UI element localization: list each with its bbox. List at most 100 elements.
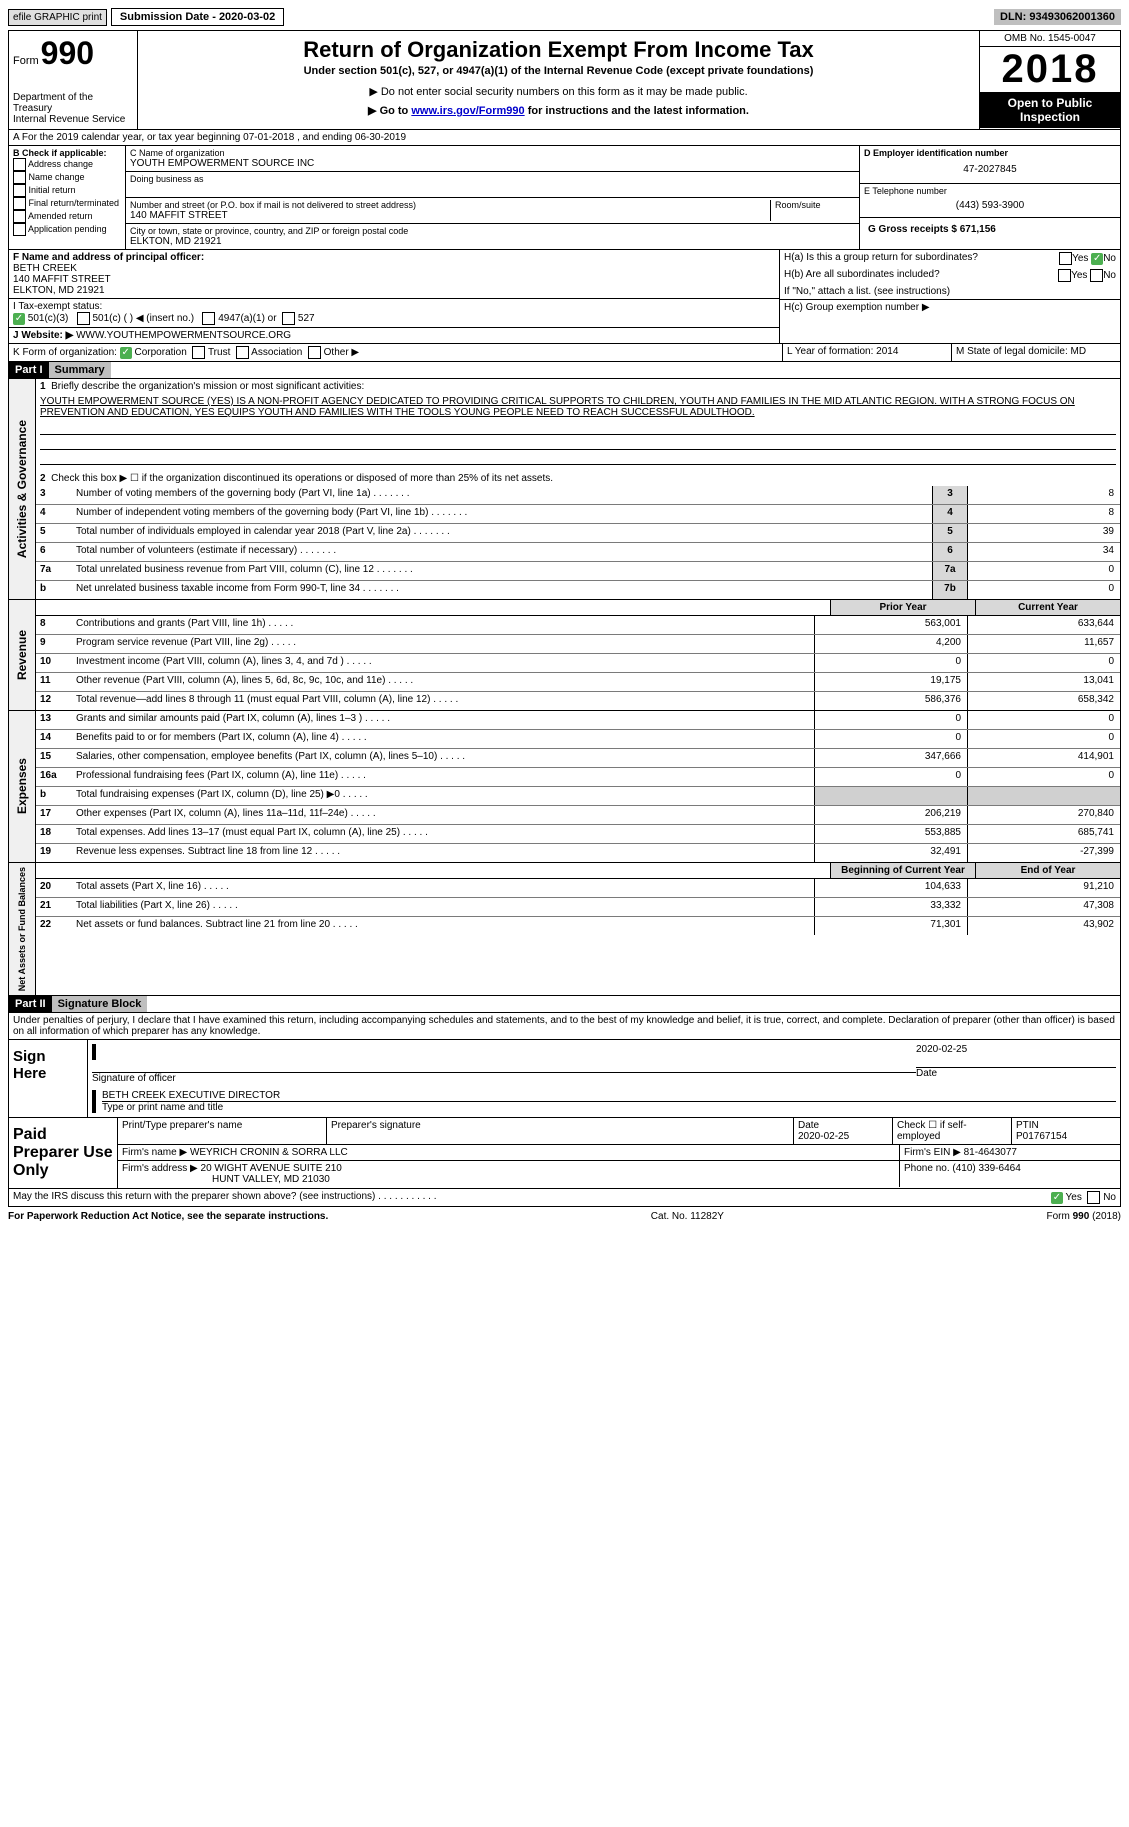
firm-addr2: HUNT VALLEY, MD 21030 xyxy=(212,1174,330,1185)
line-22: 22 Net assets or fund balances. Subtract… xyxy=(36,917,1120,935)
submission-date: Submission Date - 2020-03-02 xyxy=(111,8,284,26)
mission-label: Briefly describe the organization's miss… xyxy=(51,381,364,392)
form-org-label: K Form of organization: xyxy=(13,347,117,358)
sig-officer-label: Signature of officer xyxy=(92,1073,916,1084)
prior-year-header: Prior Year xyxy=(830,600,975,615)
line-8: 8 Contributions and grants (Part VIII, l… xyxy=(36,616,1120,635)
gross-receipts: G Gross receipts $ 671,156 xyxy=(864,220,1116,239)
ein-value: 47-2027845 xyxy=(864,158,1116,181)
self-employed-check: Check ☐ if self-employed xyxy=(893,1118,1012,1144)
check-501c3: ✓ xyxy=(13,313,25,325)
check-amended[interactable]: Amended return xyxy=(13,210,121,223)
hb-label: H(b) Are all subordinates included? xyxy=(784,269,1058,282)
line-17: 17 Other expenses (Part IX, column (A), … xyxy=(36,806,1120,825)
check-initial[interactable]: Initial return xyxy=(13,184,121,197)
subtitle-1: Under section 501(c), 527, or 4947(a)(1)… xyxy=(146,65,971,77)
part2-title: Signature Block xyxy=(52,996,148,1012)
mission-text: YOUTH EMPOWERMENT SOURCE (YES) IS A NON-… xyxy=(36,394,1120,420)
officer-printed-name: BETH CREEK EXECUTIVE DIRECTOR xyxy=(102,1090,1116,1101)
efile-box: efile GRAPHIC print xyxy=(8,9,107,26)
street-label: Number and street (or P.O. box if mail i… xyxy=(130,200,770,210)
current-year-header: Current Year xyxy=(975,600,1120,615)
gov-line-4: 4 Number of independent voting members o… xyxy=(36,505,1120,524)
date-label: Date xyxy=(916,1068,937,1079)
part2-label: Part II xyxy=(9,996,52,1012)
gov-line-7a: 7a Total unrelated business revenue from… xyxy=(36,562,1120,581)
room-label: Room/suite xyxy=(775,200,855,210)
preparer-print-label: Print/Type preparer's name xyxy=(118,1118,327,1144)
city-value: ELKTON, MD 21921 xyxy=(130,236,855,247)
preparer-sig-label: Preparer's signature xyxy=(327,1118,794,1144)
ha-no-check: ✓ xyxy=(1091,253,1103,265)
line-21: 21 Total liabilities (Part X, line 26) .… xyxy=(36,898,1120,917)
check-name[interactable]: Name change xyxy=(13,171,121,184)
form-title: Return of Organization Exempt From Incom… xyxy=(146,37,971,63)
irs-label: Internal Revenue Service xyxy=(13,114,133,125)
form-number: 990 xyxy=(41,35,94,72)
gov-line-6: 6 Total number of volunteers (estimate i… xyxy=(36,543,1120,562)
section-b-header: B Check if applicable: xyxy=(13,148,121,158)
line2-text: Check this box ▶ ☐ if the organization d… xyxy=(51,473,553,484)
gov-line-b: b Net unrelated business taxable income … xyxy=(36,581,1120,599)
line-10: 10 Investment income (Part VIII, column … xyxy=(36,654,1120,673)
preparer-date: 2020-02-25 xyxy=(798,1131,849,1142)
line-19: 19 Revenue less expenses. Subtract line … xyxy=(36,844,1120,862)
end-year-header: End of Year xyxy=(975,863,1120,878)
check-pending[interactable]: Application pending xyxy=(13,223,121,236)
sign-here-label: Sign Here xyxy=(9,1040,88,1117)
netassets-label: Net Assets or Fund Balances xyxy=(15,863,29,995)
line-9: 9 Program service revenue (Part VIII, li… xyxy=(36,635,1120,654)
line-11: 11 Other revenue (Part VIII, column (A),… xyxy=(36,673,1120,692)
discuss-text: May the IRS discuss this return with the… xyxy=(13,1191,1051,1204)
firm-ein: 81-4643077 xyxy=(964,1147,1017,1158)
subtitle-2: ▶ Do not enter social security numbers o… xyxy=(146,85,971,98)
irs-link[interactable]: www.irs.gov/Form990 xyxy=(411,105,524,117)
line-18: 18 Total expenses. Add lines 13–17 (must… xyxy=(36,825,1120,844)
org-name-label: C Name of organization xyxy=(130,148,855,158)
period-row: A For the 2019 calendar year, or tax yea… xyxy=(8,130,1121,146)
hc-label: H(c) Group exemption number ▶ xyxy=(780,300,1120,315)
inspection-label: Open to Public Inspection xyxy=(980,92,1120,128)
omb-number: OMB No. 1545-0047 xyxy=(980,31,1120,47)
check-address[interactable]: Address change xyxy=(13,158,121,171)
org-name: YOUTH EMPOWERMENT SOURCE INC xyxy=(130,158,855,169)
state-domicile: M State of legal domicile: MD xyxy=(952,344,1120,361)
officer-city: ELKTON, MD 21921 xyxy=(13,285,775,296)
footer-center: Cat. No. 11282Y xyxy=(328,1211,1046,1222)
part1-label: Part I xyxy=(9,362,49,378)
website-label: J Website: ▶ xyxy=(13,330,73,341)
city-label: City or town, state or province, country… xyxy=(130,226,855,236)
line-12: 12 Total revenue—add lines 8 through 11 … xyxy=(36,692,1120,710)
gov-line-3: 3 Number of voting members of the govern… xyxy=(36,486,1120,505)
year-formation: L Year of formation: 2014 xyxy=(783,344,952,361)
begin-year-header: Beginning of Current Year xyxy=(830,863,975,878)
ha-label: H(a) Is this a group return for subordin… xyxy=(784,252,1059,265)
revenue-label: Revenue xyxy=(13,626,31,684)
website-value: WWW.YOUTHEMPOWERMENTSOURCE.ORG xyxy=(76,330,291,341)
officer-street: 140 MAFFIT STREET xyxy=(13,274,775,285)
dba-label: Doing business as xyxy=(130,174,855,184)
line-14: 14 Benefits paid to or for members (Part… xyxy=(36,730,1120,749)
officer-label: F Name and address of principal officer: xyxy=(13,252,775,263)
dln: DLN: 93493062001360 xyxy=(994,9,1121,25)
part1-title: Summary xyxy=(49,362,111,378)
check-final[interactable]: Final return/terminated xyxy=(13,197,121,210)
line-20: 20 Total assets (Part X, line 16) . . . … xyxy=(36,879,1120,898)
gov-line-5: 5 Total number of individuals employed i… xyxy=(36,524,1120,543)
firm-name: WEYRICH CRONIN & SORRA LLC xyxy=(190,1147,348,1158)
sign-date: 2020-02-25 xyxy=(916,1044,1116,1055)
subtitle-3: ▶ Go to www.irs.gov/Form990 for instruct… xyxy=(146,104,971,117)
ptin-value: P01767154 xyxy=(1016,1131,1067,1142)
firm-addr1: 20 WIGHT AVENUE SUITE 210 xyxy=(201,1163,342,1174)
footer-right: Form 990 (2018) xyxy=(1047,1211,1121,1222)
line-16a: 16a Professional fundraising fees (Part … xyxy=(36,768,1120,787)
tax-status-label: I Tax-exempt status: xyxy=(13,301,102,312)
firm-phone: (410) 339-6464 xyxy=(952,1163,1020,1174)
ein-label: D Employer identification number xyxy=(864,148,1116,158)
hb-note: If "No," attach a list. (see instruction… xyxy=(780,284,1120,300)
preparer-label: Paid Preparer Use Only xyxy=(9,1118,118,1188)
form-label: Form xyxy=(13,55,39,67)
phone-label: E Telephone number xyxy=(864,186,1116,196)
dept-treasury: Department of the Treasury xyxy=(13,92,133,114)
footer-left: For Paperwork Reduction Act Notice, see … xyxy=(8,1211,328,1222)
